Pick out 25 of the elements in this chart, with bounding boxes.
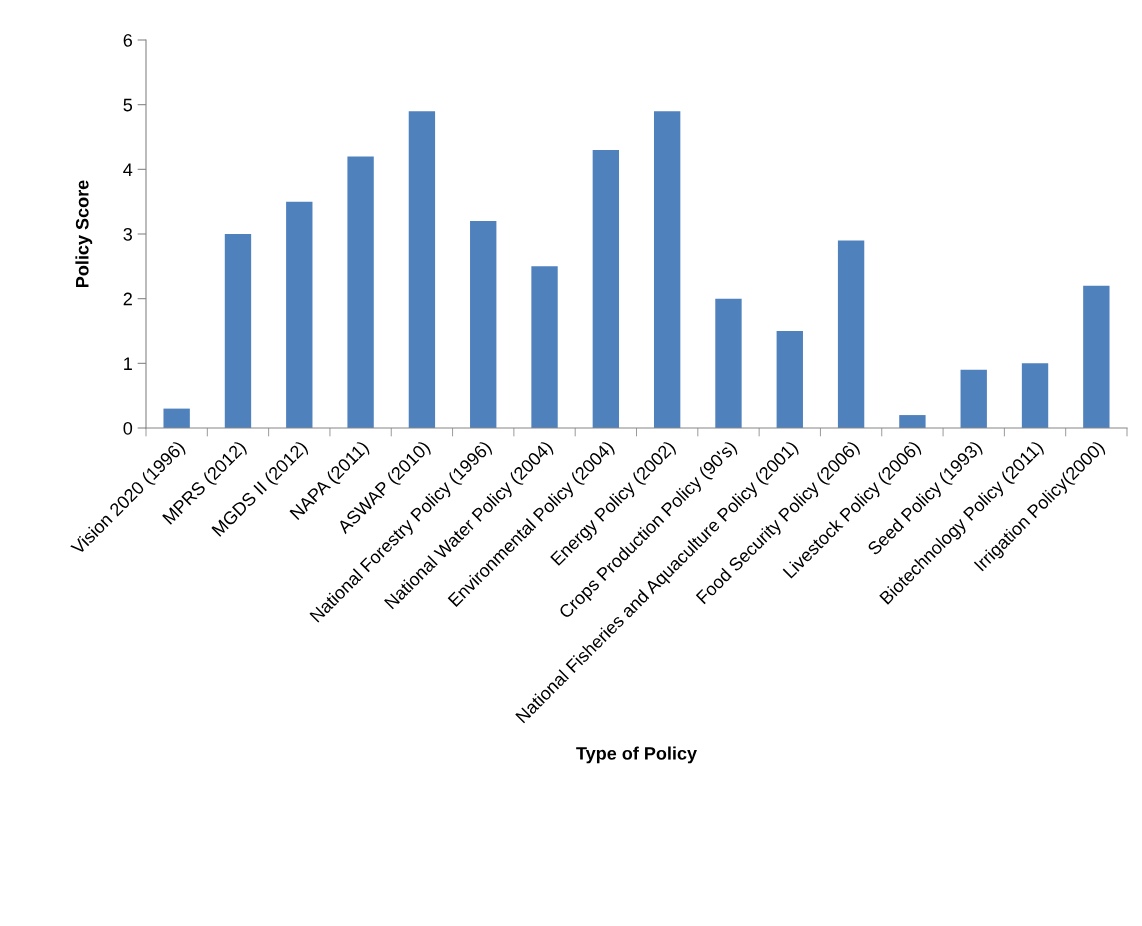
bar	[1083, 285, 1110, 428]
bar	[592, 149, 620, 428]
y-tick-label: 1	[124, 357, 132, 370]
y-tick-label: 6	[123, 33, 133, 47]
bar	[1021, 363, 1049, 428]
bar	[224, 234, 252, 428]
bar	[837, 240, 865, 428]
bar	[470, 221, 497, 428]
y-tick-label: 3	[123, 227, 133, 241]
bar	[899, 415, 926, 428]
bar	[715, 298, 742, 428]
bar	[347, 156, 374, 428]
y-tick-label: 5	[123, 98, 133, 112]
bar	[960, 369, 987, 428]
bar	[408, 111, 436, 428]
y-tick-label: 2	[123, 292, 132, 306]
bar	[776, 331, 803, 428]
y-tick-label: 0	[123, 421, 133, 435]
bar	[653, 111, 681, 428]
x-axis-title: Type of Policy	[576, 746, 697, 764]
y-tick-label: 4	[123, 163, 133, 176]
bar	[163, 408, 190, 428]
bar	[286, 201, 313, 428]
y-axis-title: Policy Score	[75, 180, 93, 287]
bar	[531, 266, 558, 428]
